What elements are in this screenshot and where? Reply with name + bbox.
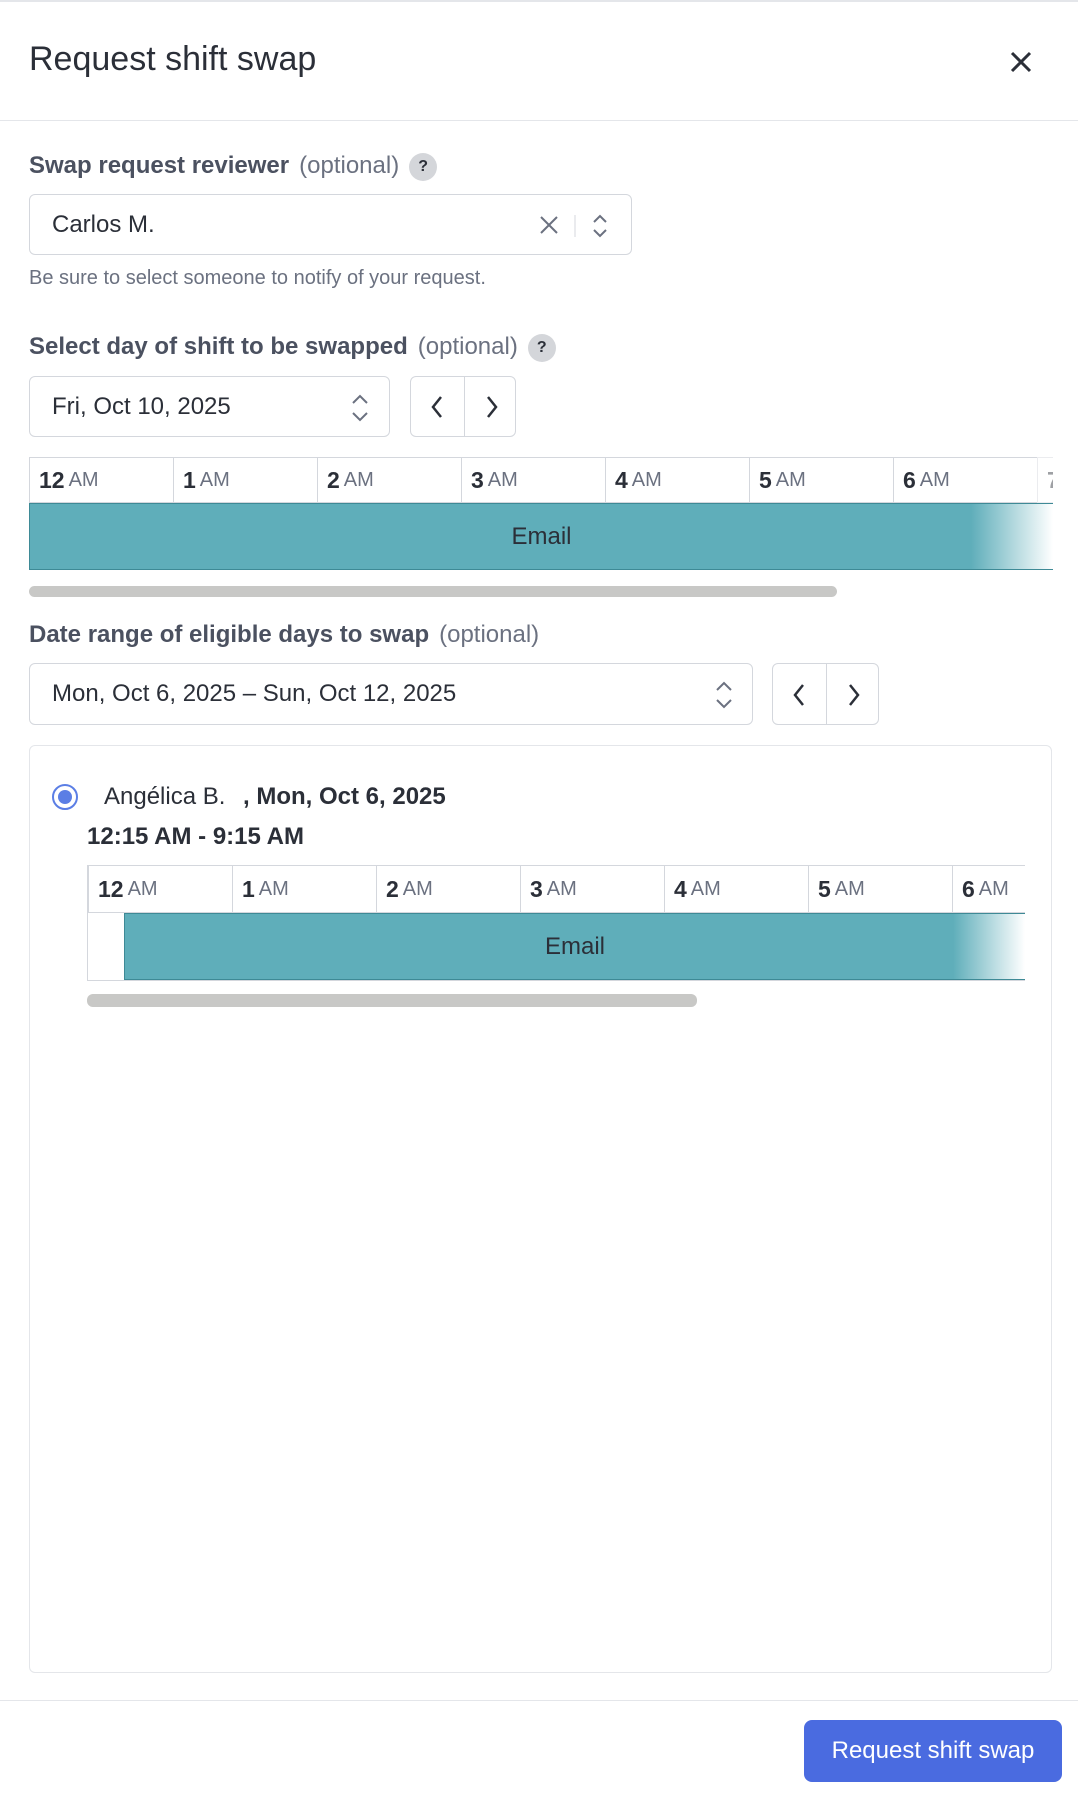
hour: 6 xyxy=(903,466,916,493)
optional: (optional) xyxy=(417,333,518,360)
period: AM xyxy=(402,877,433,900)
period: AM xyxy=(978,877,1009,900)
hour: 1 xyxy=(242,875,255,902)
dialog-title: Request shift swap xyxy=(29,40,317,78)
hour: 3 xyxy=(471,466,484,493)
prev-button[interactable] xyxy=(790,682,810,708)
range-select[interactable]: Mon, Oct 6, 2025 – Sun, Oct 12, 2025 xyxy=(29,663,753,725)
hour: 12 xyxy=(39,466,65,493)
next-button[interactable] xyxy=(843,682,863,708)
help-icon[interactable]: ? xyxy=(527,334,556,362)
period: AM xyxy=(68,468,99,491)
option-date: , Mon, Oct 6, 2025 xyxy=(243,783,446,810)
label: Date range of eligible days to swap xyxy=(29,621,430,648)
timeline: 12AM1AM2AM3AM4AM5AM6AM7AMEmail xyxy=(29,457,1053,570)
hour-tick: 1 AM xyxy=(173,457,317,503)
hour-tick: 1 AM xyxy=(232,865,376,913)
hour-tick: 4 AM xyxy=(605,457,749,503)
hour-tick: 4 AM xyxy=(664,865,808,913)
period: AM xyxy=(919,468,950,491)
hour-tick: 12 AM xyxy=(29,457,173,503)
select-value: Fri, Oct 10, 2025 xyxy=(52,392,231,420)
radio[interactable] xyxy=(50,782,80,812)
hour: 6 xyxy=(962,875,975,902)
select-value: Carlos M. xyxy=(52,210,155,238)
period: AM xyxy=(834,877,865,900)
hour-tick: 7AM xyxy=(1037,457,1053,503)
hour-tick: 2 AM xyxy=(317,457,461,503)
option-time: 12:15 AM - 9:15 AM xyxy=(87,823,304,850)
reviewer-select[interactable]: Carlos M. xyxy=(29,194,632,255)
submit-button[interactable]: Request shift swap xyxy=(804,1720,1062,1782)
period: AM xyxy=(258,877,289,900)
hour: 1 xyxy=(183,466,196,493)
period: AM xyxy=(690,877,721,900)
hour-tick: 12 AM xyxy=(88,865,232,913)
hour: 12 xyxy=(98,875,124,902)
field-label: Date range of eligible days to swap (opti… xyxy=(29,621,539,649)
option-name: Angélica B. xyxy=(104,783,226,810)
options-card xyxy=(29,745,1052,1673)
hour-tick: 5 AM xyxy=(808,865,952,913)
hour-tick: 3 AM xyxy=(520,865,664,913)
hour-tick: 6 AM xyxy=(893,457,1037,503)
hour: 5 xyxy=(818,875,831,902)
scrollbar[interactable] xyxy=(29,586,837,597)
select-icons xyxy=(540,214,607,238)
select-value: Mon, Oct 6, 2025 – Sun, Oct 12, 2025 xyxy=(52,680,457,707)
period: AM xyxy=(343,468,374,491)
period: AM xyxy=(631,468,662,491)
hint: Be sure to select someone to notify of y… xyxy=(29,267,486,289)
select-icon xyxy=(352,394,368,422)
prev-button[interactable] xyxy=(428,394,448,420)
hour: 2 xyxy=(327,466,340,493)
period: AM xyxy=(199,468,230,491)
hour-tick: 3 AM xyxy=(461,457,605,503)
hour: 7 xyxy=(1047,467,1053,494)
period: AM xyxy=(487,468,518,491)
hour-tick: 2 AM xyxy=(376,865,520,913)
select-icon xyxy=(716,681,732,709)
hour: 3 xyxy=(530,875,543,902)
field-label: Swap request reviewer (optional)? xyxy=(29,152,438,181)
optional: (optional) xyxy=(299,152,400,179)
nav-buttons xyxy=(772,663,879,725)
help-icon[interactable]: ? xyxy=(409,153,438,181)
optional: (optional) xyxy=(439,621,540,648)
hour-tick: 6 AM xyxy=(952,865,1025,913)
close-button[interactable] xyxy=(1006,47,1036,77)
label: Swap request reviewer xyxy=(29,152,290,179)
hour: 4 xyxy=(615,466,628,493)
period: AM xyxy=(546,877,577,900)
timeline: 12 AM 1 AM 2 AM 3 AM 4 AM 5 AM 6 AM Email xyxy=(87,865,1025,981)
hour-tick: 5 AM xyxy=(749,457,893,503)
shift-bar: Email xyxy=(29,503,1053,570)
shift-bar: Email xyxy=(124,913,1025,980)
label: Select day of shift to be swapped xyxy=(29,333,408,360)
next-button[interactable] xyxy=(481,394,501,420)
hour: 4 xyxy=(674,875,687,902)
field-label: Select day of shift to be swapped (option… xyxy=(29,333,556,362)
hour: 2 xyxy=(386,875,399,902)
hour: 5 xyxy=(759,466,772,493)
nav-buttons xyxy=(410,376,516,437)
period: AM xyxy=(127,877,158,900)
scrollbar[interactable] xyxy=(87,994,697,1007)
day-select[interactable]: Fri, Oct 10, 2025 xyxy=(29,376,390,437)
period: AM xyxy=(775,468,806,491)
